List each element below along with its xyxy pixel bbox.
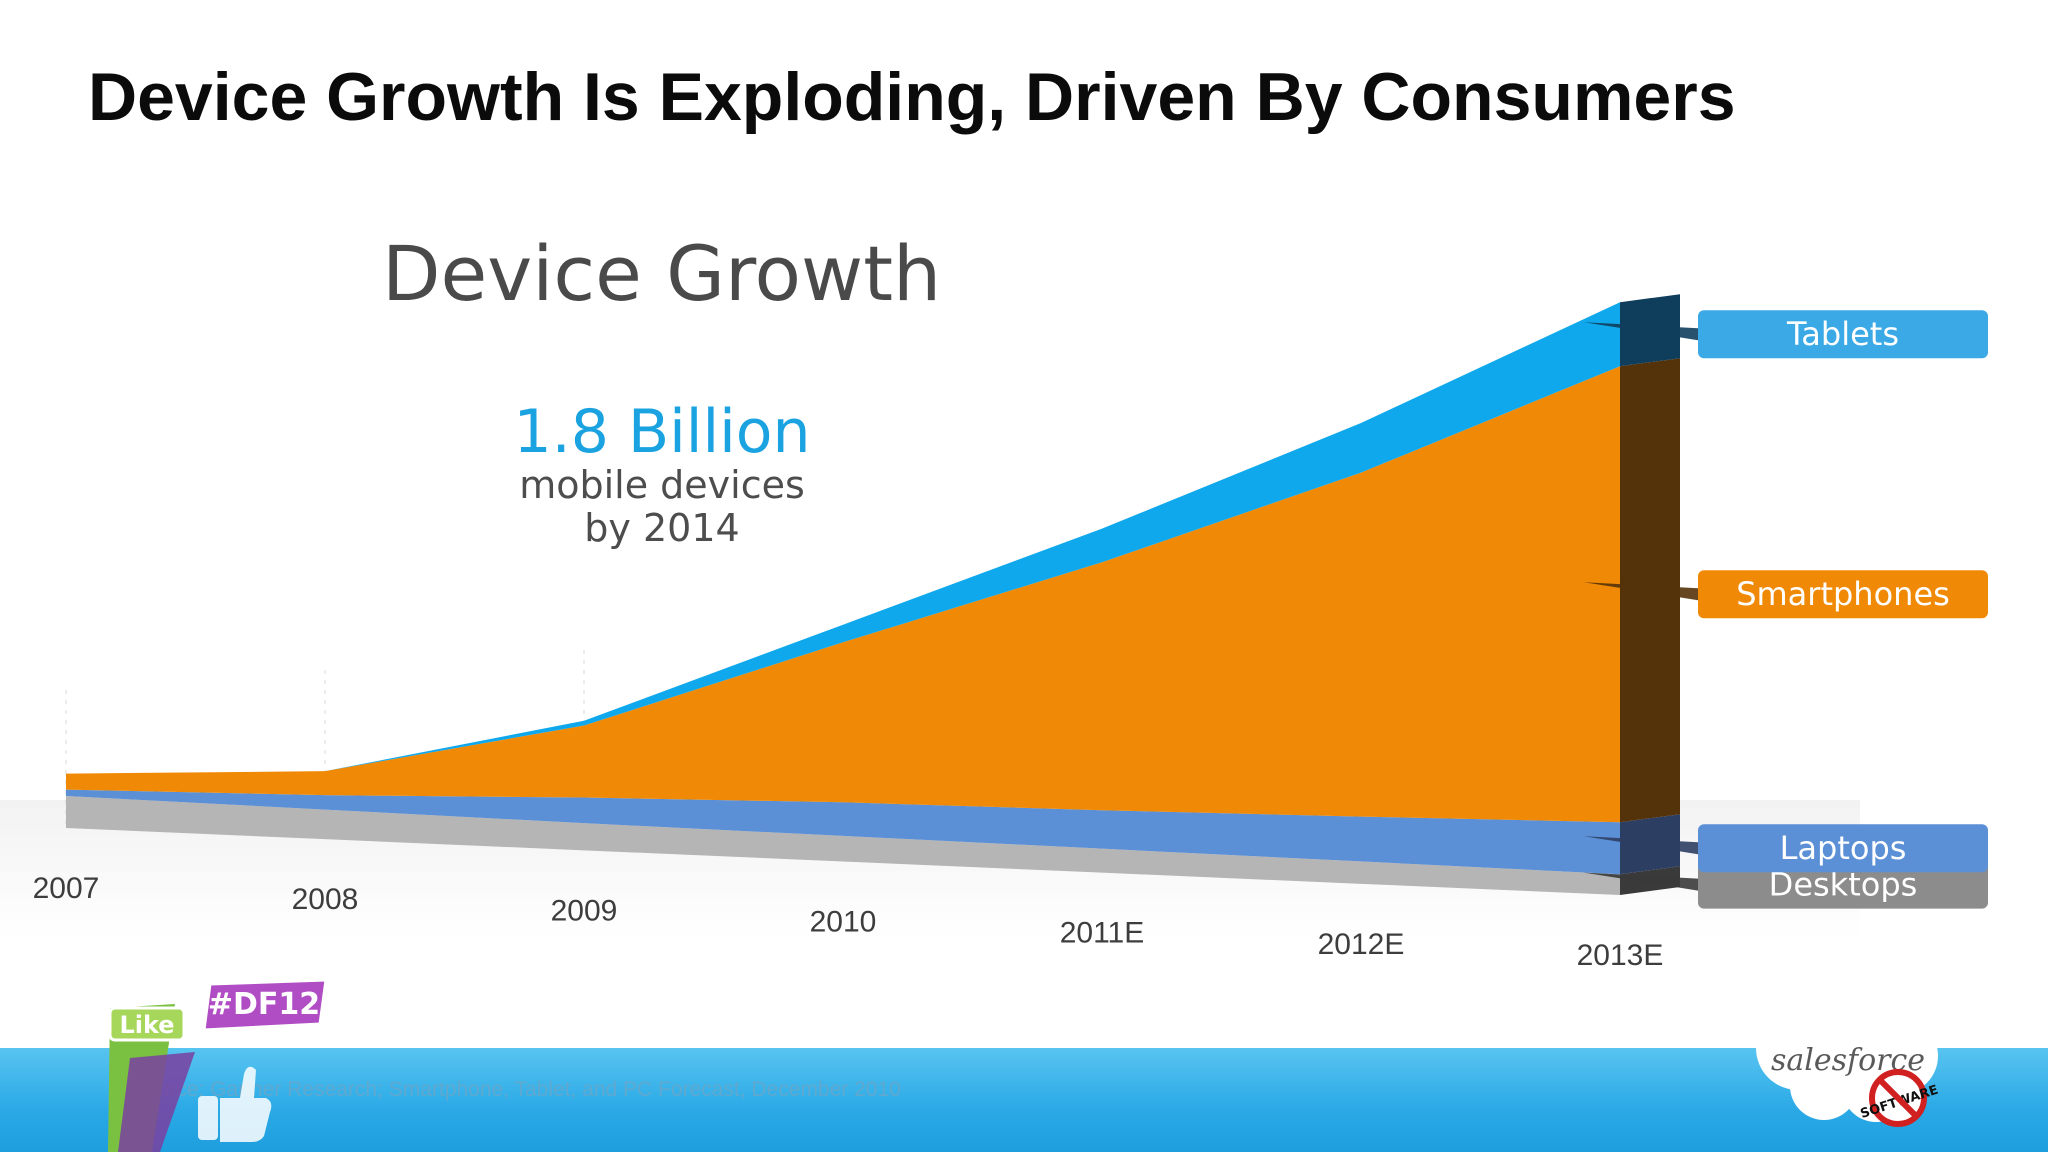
legend-pointer-smartphones bbox=[1584, 582, 1698, 601]
hashtag-text: #DF12 bbox=[208, 987, 320, 1022]
legend-pointer-desktops bbox=[1584, 872, 1698, 891]
legend-box-desktops bbox=[1698, 860, 1988, 909]
legend-box-tablets bbox=[1698, 310, 1988, 359]
legend-label-smartphones: Smartphones bbox=[1736, 575, 1950, 613]
callout-value: 1.8 Billion bbox=[513, 397, 810, 467]
slide-title: Device Growth Is Exploding, Driven By Co… bbox=[88, 59, 1736, 135]
df12-badge: #DF12 Like bbox=[108, 978, 328, 1152]
legend-label-laptops: Laptops bbox=[1780, 829, 1907, 867]
legend-box-smartphones bbox=[1698, 570, 1988, 619]
x-tick-2010: 2010 bbox=[810, 906, 877, 939]
area-bands bbox=[66, 302, 1620, 895]
device-growth-chart: 2007 2008 2009 2010 2011E 2012E 2013E Desktops… bbox=[0, 229, 1988, 972]
callout: 1.8 Billion mobile devices by 2014 bbox=[513, 397, 810, 550]
x-tick-2009: 2009 bbox=[551, 894, 618, 927]
thumbs-up-icon bbox=[198, 1066, 272, 1142]
legend-box-laptops bbox=[1698, 824, 1988, 873]
x-tick-2011E: 2011E bbox=[1060, 917, 1145, 950]
area-smartphones bbox=[66, 366, 1620, 823]
area-laptops bbox=[66, 789, 1620, 875]
hashtag-banner bbox=[202, 978, 328, 1032]
x-axis-ticks: 2007 2008 2009 2010 2011E 2012E 2013E bbox=[33, 872, 1664, 972]
chart-heading: Device Growth bbox=[382, 229, 941, 318]
callout-line1: mobile devices bbox=[519, 463, 805, 507]
x-tick-2012E: 2012E bbox=[1318, 928, 1405, 961]
x-tick-2013E: 2013E bbox=[1577, 939, 1664, 972]
callout-line2: by 2014 bbox=[584, 506, 739, 550]
x-tick-2008: 2008 bbox=[292, 883, 359, 916]
like-tag bbox=[108, 1006, 186, 1042]
legend-pointer-tablets bbox=[1584, 322, 1698, 341]
footer-band bbox=[0, 1048, 2048, 1152]
x-tick-2007: 2007 bbox=[33, 872, 100, 905]
legend-pointer-laptops bbox=[1584, 836, 1698, 855]
legend-label-tablets: Tablets bbox=[1786, 315, 1899, 353]
like-text: Like bbox=[119, 1011, 174, 1039]
badge-purple-ribbon bbox=[118, 1052, 195, 1152]
area-desktops bbox=[66, 796, 1620, 895]
source-note: Source: Gartner Research; Smartphone, Ta… bbox=[132, 1078, 901, 1101]
salesforce-logo: salesforce SOFTWARE bbox=[1756, 986, 1940, 1127]
